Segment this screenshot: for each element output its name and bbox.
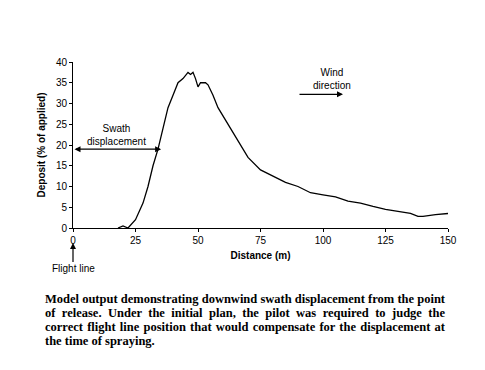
svg-text:15: 15 [56,160,68,171]
svg-text:5: 5 [61,202,67,213]
svg-text:Winddirection: Winddirection [313,67,351,91]
svg-text:125: 125 [377,235,394,246]
svg-text:Deposit (% of applied): Deposit (% of applied) [36,93,47,198]
svg-text:25: 25 [56,119,68,130]
svg-text:75: 75 [255,235,267,246]
svg-text:30: 30 [56,98,68,109]
html-text:Model output demonstrating dow: Model output demonstrating downwind swat… [45,292,445,348]
svg-text:Swathdisplacement: Swathdisplacement [87,123,146,147]
svg-text:10: 10 [56,181,68,192]
svg-text:50: 50 [192,235,204,246]
svg-text:25: 25 [130,235,142,246]
svg-text:0: 0 [70,235,76,246]
svg-text:150: 150 [440,235,457,246]
svg-text:40: 40 [56,57,68,68]
svg-text:Distance (m): Distance (m) [230,250,290,261]
svg-text:35: 35 [56,77,68,88]
svg-text:Flight line: Flight line [52,263,95,274]
svg-text:0: 0 [61,223,67,234]
svg-text:20: 20 [56,140,68,151]
svg-text:100: 100 [315,235,332,246]
